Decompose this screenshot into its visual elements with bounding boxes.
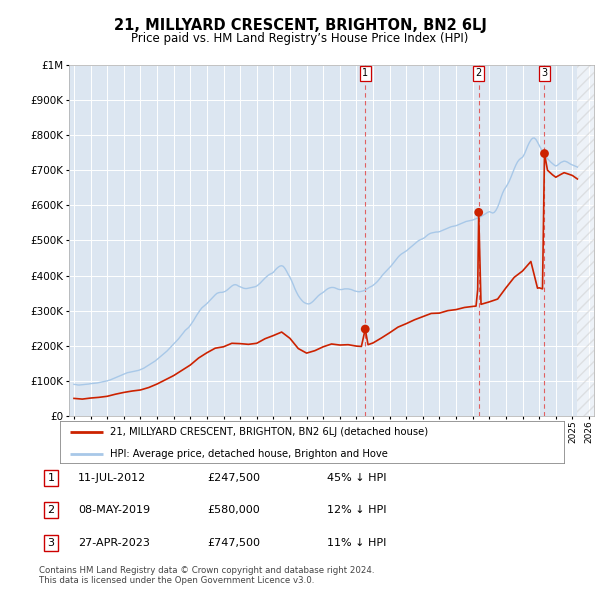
Text: £247,500: £247,500 bbox=[207, 473, 260, 483]
Text: 2: 2 bbox=[47, 506, 55, 515]
Text: £580,000: £580,000 bbox=[207, 506, 260, 515]
Text: 1: 1 bbox=[47, 473, 55, 483]
Bar bbox=[577, 65, 594, 416]
Text: 1: 1 bbox=[362, 68, 368, 78]
Text: Price paid vs. HM Land Registry’s House Price Index (HPI): Price paid vs. HM Land Registry’s House … bbox=[131, 32, 469, 45]
Point bbox=[361, 324, 370, 334]
Text: 11-JUL-2012: 11-JUL-2012 bbox=[78, 473, 146, 483]
Text: 12% ↓ HPI: 12% ↓ HPI bbox=[327, 506, 386, 515]
Text: HPI: Average price, detached house, Brighton and Hove: HPI: Average price, detached house, Brig… bbox=[110, 449, 388, 459]
Text: 3: 3 bbox=[47, 538, 55, 548]
Text: 45% ↓ HPI: 45% ↓ HPI bbox=[327, 473, 386, 483]
Point bbox=[474, 208, 484, 217]
Text: 2: 2 bbox=[476, 68, 482, 78]
Text: £747,500: £747,500 bbox=[207, 538, 260, 548]
Text: 27-APR-2023: 27-APR-2023 bbox=[78, 538, 150, 548]
Text: 08-MAY-2019: 08-MAY-2019 bbox=[78, 506, 150, 515]
Point bbox=[539, 149, 549, 158]
Text: Contains HM Land Registry data © Crown copyright and database right 2024.
This d: Contains HM Land Registry data © Crown c… bbox=[39, 566, 374, 585]
Text: 21, MILLYARD CRESCENT, BRIGHTON, BN2 6LJ: 21, MILLYARD CRESCENT, BRIGHTON, BN2 6LJ bbox=[113, 18, 487, 32]
Text: 3: 3 bbox=[541, 68, 548, 78]
Text: 21, MILLYARD CRESCENT, BRIGHTON, BN2 6LJ (detached house): 21, MILLYARD CRESCENT, BRIGHTON, BN2 6LJ… bbox=[110, 427, 428, 437]
Text: 11% ↓ HPI: 11% ↓ HPI bbox=[327, 538, 386, 548]
